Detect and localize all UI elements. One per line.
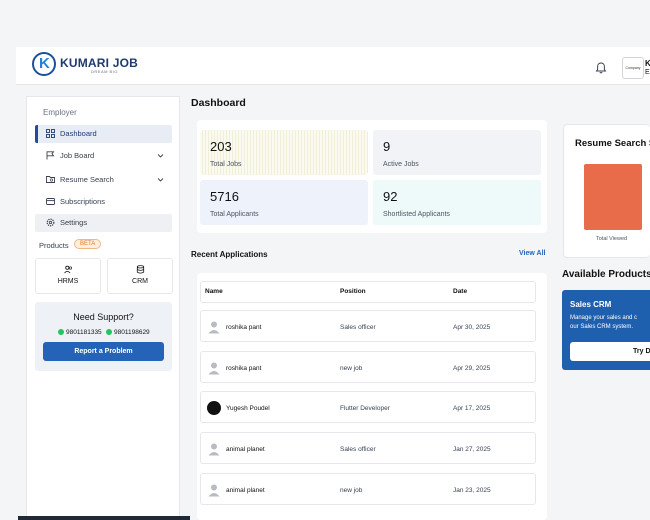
sidebar-item-resume-search[interactable]: Resume Search — [35, 171, 172, 189]
sales-crm-card: Sales CRM Manage your sales and c our Sa… — [562, 290, 650, 370]
flag-icon — [46, 151, 55, 160]
sidebar: Employer Dashboard Job Board Resume Sear… — [26, 96, 180, 520]
applicant-position: new job — [340, 365, 363, 372]
try-crm-button[interactable]: Try D — [570, 342, 650, 361]
table-row[interactable]: roshika pant new job Apr 29, 2025 — [200, 351, 536, 383]
applicant-date: Apr 17, 2025 — [453, 405, 491, 412]
applicant-date: Jan 23, 2025 — [453, 487, 491, 494]
stat-label: Active Jobs — [383, 161, 419, 168]
product-card-hrms[interactable]: HRMS — [35, 258, 101, 294]
default-avatar-icon — [208, 484, 220, 497]
sidebar-item-subscriptions[interactable]: Subscriptions — [35, 193, 172, 211]
product-label: CRM — [132, 278, 148, 285]
column-header-name: Name — [205, 288, 223, 295]
applicant-date: Apr 29, 2025 — [453, 365, 491, 372]
applicant-name: animal planet — [226, 446, 265, 453]
applicant-position: Flutter Developer — [340, 405, 390, 412]
table-header-row — [200, 281, 536, 303]
crm-card-title: Sales CRM — [570, 300, 612, 309]
sidebar-item-dashboard[interactable]: Dashboard — [35, 125, 172, 143]
sidebar-item-label: Settings — [60, 218, 88, 227]
applicant-position: Sales officer — [340, 324, 376, 331]
page-title: Dashboard — [191, 97, 246, 109]
applicant-name: roshika pant — [226, 324, 262, 331]
stat-label: Total Applicants — [210, 211, 259, 218]
crm-card-description: Manage your sales and c our Sales CRM sy… — [570, 315, 638, 330]
bell-icon[interactable] — [594, 61, 608, 75]
sidebar-item-label: Job Board — [60, 151, 95, 160]
stat-value: 203 — [210, 139, 232, 154]
view-all-link[interactable]: View All — [519, 250, 546, 257]
available-products-title: Available Products — [562, 269, 650, 280]
product-label: HRMS — [57, 278, 79, 285]
total-viewed-bar — [584, 164, 642, 230]
user-name[interactable]: K — [645, 59, 650, 68]
whatsapp-icon — [106, 329, 112, 335]
resume-search-title: Resume Search S — [575, 138, 650, 149]
grid-icon — [46, 129, 55, 138]
stat-value: 5716 — [210, 189, 239, 204]
default-avatar-icon — [208, 362, 220, 375]
support-title: Need Support? — [73, 312, 134, 322]
applications-table: Name Position Date roshika pant Sales of… — [197, 273, 547, 520]
applicant-name: Yugesh Poudel — [226, 405, 270, 412]
logo-title: KUMARI JOB — [60, 56, 139, 70]
applicant-name: animal planet — [226, 487, 265, 494]
bar-label: Total Viewed — [596, 236, 628, 242]
table-row[interactable]: Yugesh Poudel Flutter Developer Apr 17, … — [200, 391, 536, 423]
column-header-position: Position — [340, 288, 366, 295]
users-icon — [64, 265, 72, 274]
default-avatar-icon — [208, 321, 220, 334]
recent-applications-title: Recent Applications — [191, 250, 268, 259]
support-phone-1[interactable]: 9801181335 — [58, 329, 102, 336]
sidebar-item-settings[interactable]: Settings — [35, 214, 172, 232]
column-header-date: Date — [453, 288, 468, 295]
applicant-name: roshika pant — [226, 365, 262, 372]
top-header: K KUMARI JOB DREAM BIG Company K Em — [16, 47, 650, 85]
stat-value: 92 — [383, 189, 398, 204]
stat-card-active-jobs[interactable]: 9 Active Jobs — [373, 130, 541, 175]
support-phone-2[interactable]: 9801198629 — [106, 329, 150, 336]
table-row[interactable]: animal planet Sales officer Jan 27, 2025 — [200, 432, 536, 464]
resume-search-stats-panel: Resume Search S Total Viewed — [563, 124, 650, 258]
card-icon — [46, 198, 55, 205]
table-row[interactable]: animal planet new job Jan 23, 2025 — [200, 473, 536, 505]
stat-value: 9 — [383, 139, 391, 154]
kumari-logo-icon[interactable]: K — [32, 52, 56, 76]
products-label: Products — [39, 241, 69, 250]
bottom-taskbar-strip — [18, 516, 190, 520]
applicant-date: Jan 27, 2025 — [453, 446, 491, 453]
chevron-down-icon[interactable] — [157, 176, 164, 183]
database-icon — [136, 265, 145, 274]
whatsapp-icon — [58, 329, 64, 335]
stat-label: Shortlisted Applicants — [383, 211, 450, 218]
company-avatar[interactable]: Company — [622, 57, 644, 79]
chevron-down-icon[interactable] — [157, 152, 164, 159]
stat-card-total-jobs[interactable]: 203 Total Jobs — [200, 130, 368, 175]
applicant-position: Sales officer — [340, 446, 376, 453]
gear-icon — [46, 218, 55, 227]
applicant-position: new job — [340, 487, 363, 494]
stat-label: Total Jobs — [210, 161, 242, 168]
applicant-photo-avatar — [207, 401, 221, 415]
sidebar-heading: Employer — [43, 108, 77, 117]
sidebar-item-label: Dashboard — [60, 129, 97, 138]
sidebar-item-label: Resume Search — [60, 175, 114, 184]
stats-panel: 203 Total Jobs 9 Active Jobs 5716 Total … — [197, 120, 547, 233]
default-avatar-icon — [208, 443, 220, 456]
folder-search-icon — [46, 176, 55, 183]
beta-badge: BETA — [74, 239, 102, 249]
table-row[interactable]: roshika pant Sales officer Apr 30, 2025 — [200, 310, 536, 342]
support-box: Need Support? 9801181335 9801198629 Repo… — [35, 302, 172, 371]
applicant-date: Apr 30, 2025 — [453, 324, 491, 331]
logo-tagline: DREAM BIG — [91, 69, 118, 74]
user-role: Em — [645, 69, 650, 76]
sidebar-item-job-board[interactable]: Job Board — [35, 147, 172, 165]
report-problem-button[interactable]: Report a Problem — [43, 342, 164, 361]
product-card-crm[interactable]: CRM — [107, 258, 173, 294]
sidebar-item-label: Subscriptions — [60, 197, 106, 206]
stat-card-total-applicants[interactable]: 5716 Total Applicants — [200, 180, 368, 225]
stat-card-shortlisted[interactable]: 92 Shortlisted Applicants — [373, 180, 541, 225]
